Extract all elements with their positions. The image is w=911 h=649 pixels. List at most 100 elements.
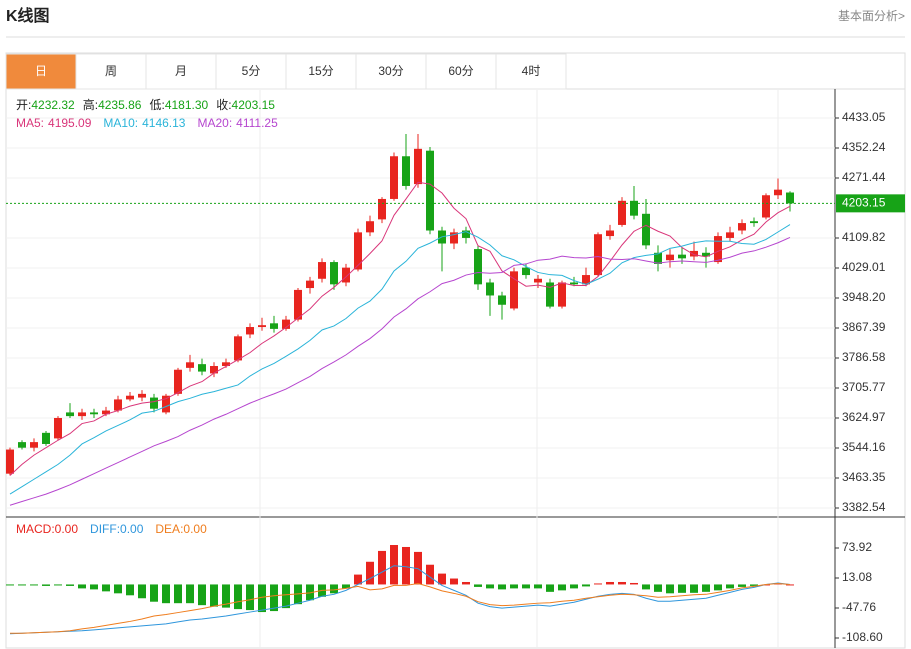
y-tick-label: -47.76 <box>842 600 876 614</box>
candle-body <box>210 366 218 374</box>
candle-body <box>90 412 98 415</box>
macd-bar <box>342 584 350 589</box>
y-tick-label: 3867.39 <box>842 320 886 334</box>
info-name: 开: <box>16 98 31 112</box>
tab[interactable] <box>5 53 77 90</box>
candle-body <box>786 192 794 204</box>
macd-bar <box>510 584 518 589</box>
tab-label[interactable]: 月 <box>175 64 187 78</box>
info-value: 4235.86 <box>98 98 142 112</box>
candle-body <box>714 236 722 263</box>
macd-bar <box>498 584 506 590</box>
macd-bar <box>42 584 50 586</box>
candle-body <box>330 262 338 285</box>
candle-body <box>66 412 74 417</box>
macd-bar <box>558 584 566 591</box>
candle-body <box>582 275 590 285</box>
ma-value: 4195.09 <box>48 116 92 130</box>
tab-label[interactable]: 60分 <box>448 64 473 78</box>
candle-body <box>198 364 206 372</box>
macd-bar <box>378 550 386 585</box>
candle-body <box>498 295 506 305</box>
candle-body <box>414 148 422 185</box>
y-tick-label: 3624.97 <box>842 410 886 424</box>
macd-bar <box>354 574 362 585</box>
tab[interactable] <box>75 53 147 90</box>
candle-body <box>594 234 602 276</box>
info-value: 4203.15 <box>232 98 276 112</box>
candle-body <box>18 442 26 448</box>
macd-bar <box>330 584 338 594</box>
macd-bar <box>162 584 170 604</box>
chart-frame <box>5 52 906 649</box>
candle-body <box>486 282 494 296</box>
macd-value: 0.00 <box>120 522 144 536</box>
tab[interactable] <box>215 53 287 90</box>
y-tick-label: 3544.16 <box>842 440 886 454</box>
y-tick-label: 73.92 <box>842 540 872 554</box>
candle-body <box>378 198 386 220</box>
legend: MACD:0.00 DIFF:0.00 DEA:0.00 <box>16 522 207 536</box>
candle-body <box>78 412 86 417</box>
macd-bar <box>198 584 206 606</box>
candle-body <box>606 230 614 237</box>
macd-bar <box>618 581 626 585</box>
macd-bar <box>366 561 374 585</box>
candle-body <box>234 336 242 361</box>
candle-body <box>102 410 110 415</box>
tab-label[interactable]: 日 <box>35 64 47 78</box>
tab-label[interactable]: 周 <box>105 64 117 78</box>
candle-body <box>450 232 458 244</box>
macd-bar <box>666 584 674 594</box>
macd-bar <box>90 584 98 590</box>
macd-bar <box>114 584 122 594</box>
macd-bar <box>546 584 554 592</box>
info-value: 4232.32 <box>31 98 75 112</box>
candle-body <box>258 325 266 328</box>
macd-bar <box>138 584 146 599</box>
candle-body <box>390 156 398 199</box>
vertical-grid <box>259 90 779 648</box>
candle-body <box>42 432 50 444</box>
candle-body <box>774 189 782 196</box>
macd-bar <box>18 584 26 586</box>
candle-body <box>654 252 662 264</box>
tab-label[interactable]: 5分 <box>242 64 261 78</box>
candle-body <box>138 393 146 398</box>
candle-body <box>462 230 470 238</box>
candle-body <box>246 327 254 335</box>
candle-body <box>114 399 122 411</box>
tab[interactable] <box>145 53 217 90</box>
candle-body <box>222 362 230 367</box>
candle-body <box>366 221 374 233</box>
tab[interactable] <box>285 53 357 90</box>
macd-bar <box>390 545 398 585</box>
candle-body <box>534 278 542 283</box>
macd-bar <box>726 584 734 589</box>
legend: 开:4232.32 高:4235.86 低:4181.30 收:4203.15 <box>16 97 275 112</box>
y-tick-label: 4109.82 <box>842 230 886 244</box>
tab[interactable] <box>495 53 567 90</box>
macd-value: 0.00 <box>183 522 207 536</box>
candle-body <box>750 221 758 224</box>
fundamental-link[interactable]: 基本面分析> <box>838 9 905 23</box>
macd-bar <box>606 581 614 585</box>
info-name: 低: <box>149 98 164 112</box>
candle-body <box>426 150 434 231</box>
y-tick-label: 4352.24 <box>842 140 886 154</box>
macd-bar <box>522 584 530 589</box>
candle-body <box>402 156 410 186</box>
candle-body <box>546 282 554 307</box>
tab[interactable] <box>355 53 427 90</box>
macd-bar <box>186 584 194 604</box>
y-tick-label: 3948.20 <box>842 290 886 304</box>
tab-label[interactable]: 4时 <box>522 64 541 78</box>
candle-body <box>282 319 290 329</box>
y-tick-label: 13.08 <box>842 570 872 584</box>
ma-value: 4111.25 <box>236 116 278 130</box>
y-tick-label: 3382.54 <box>842 500 886 514</box>
tab-label[interactable]: 30分 <box>378 64 403 78</box>
macd-bar <box>246 584 254 611</box>
legend: MA5: 4195.09 MA10: 4146.13 MA20: 4111.25 <box>16 116 278 130</box>
tab-label[interactable]: 15分 <box>308 64 333 78</box>
